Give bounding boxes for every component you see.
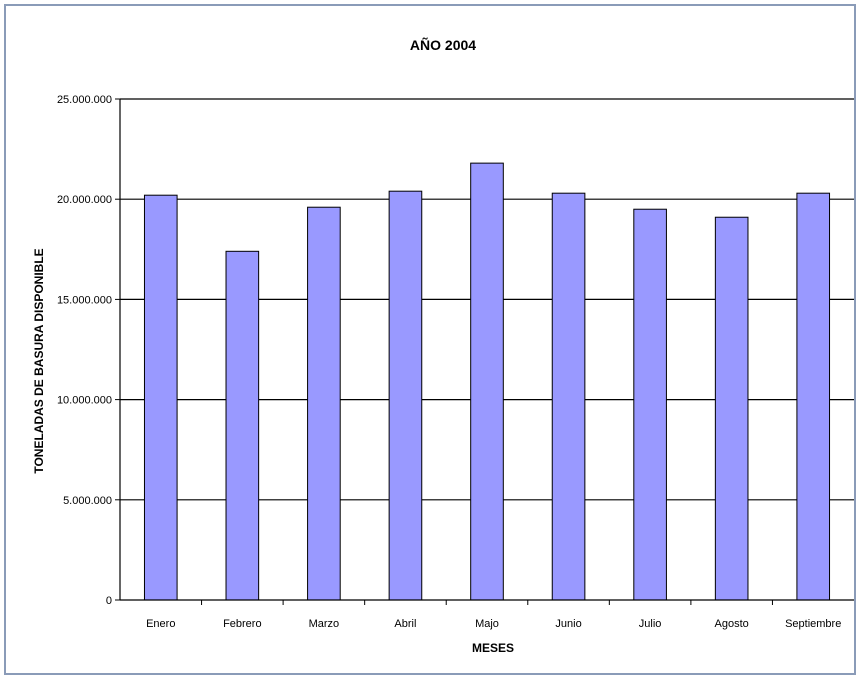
bar [470,162,504,601]
chart-title: AÑO 2004 [410,36,476,53]
bar [225,250,260,601]
y-tick-label: 25.000.000 [57,94,112,106]
y-tick-label: 5.000.000 [63,495,112,507]
y-tick-label: 15.000.000 [57,294,112,306]
y-axis-title: TONELADAS DE BASURA DISPONIBLE [32,248,46,473]
bar [796,192,831,601]
bar [633,208,667,601]
bar [307,206,341,601]
x-tick-label: Junio [555,618,581,630]
x-tick-label: Febrero [223,618,262,630]
y-tick-label: 20.000.000 [57,194,112,206]
bar [388,190,423,601]
bar-chart: AÑO 2004 0 5.000.000 10.000.000 15.000.000 2… [32,36,854,655]
bar [143,194,178,601]
bars [143,162,831,601]
x-tick-label: Abril [394,618,416,630]
bar [714,216,749,601]
y-tick-label: 0 [106,595,112,607]
x-axis-title: MESES [472,641,514,655]
x-tick-label: Majo [475,618,499,630]
bar [551,192,586,601]
x-tick-label: Septiembre [785,618,841,630]
x-tick-label: Enero [146,618,175,630]
axes [119,99,854,601]
x-tick-labels: Enero Febrero Marzo Abril Majo Junio Julio Agos… [146,618,841,630]
x-tick-label: Julio [639,618,662,630]
x-tick-label: Marzo [309,618,340,630]
chart-frame: AÑO 2004 0 5.000.000 10.000.000 15.000.000 2… [4,4,856,675]
y-tick-labels: 0 5.000.000 10.000.000 15.000.000 20.000.000… [57,94,112,607]
y-tick-label: 10.000.000 [57,395,112,407]
x-tick-label: Agosto [715,618,749,630]
